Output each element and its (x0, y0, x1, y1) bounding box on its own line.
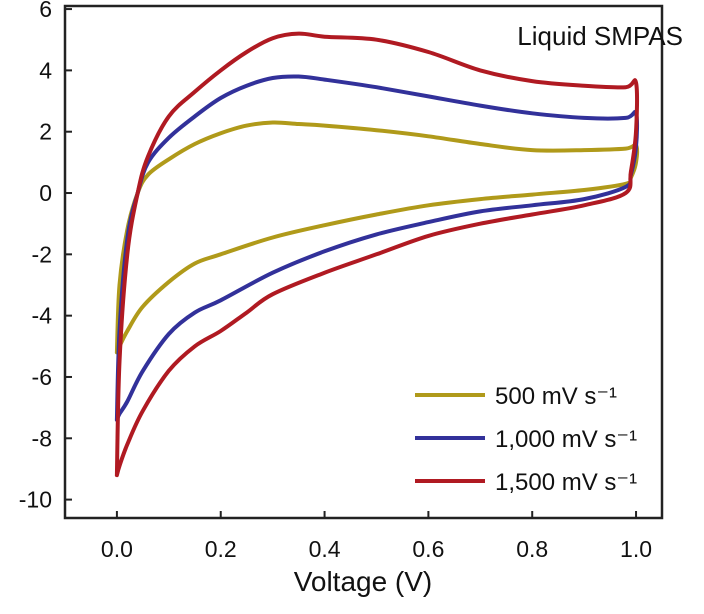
y-tick-label: 0 (39, 180, 52, 206)
y-tick-label: 2 (39, 119, 52, 145)
legend-label-1: 1,000 mV s⁻¹ (495, 426, 637, 453)
x-tick-label: 0.6 (412, 536, 444, 562)
x-axis-ticks: 0.0 0.2 0.4 0.6 0.8 1.0 (101, 511, 652, 562)
y-axis-ticks: 6 4 2 0 -2 -4 -6 -8 -10 (19, 0, 72, 513)
series-line-1 (114, 74, 640, 422)
y-tick-label: 6 (39, 0, 52, 22)
y-tick-label: -4 (32, 303, 53, 329)
y-tick-label: -6 (32, 364, 52, 390)
plot-frame (63, 4, 664, 520)
series-line-0 (114, 120, 640, 355)
series-lines (114, 31, 640, 478)
x-tick-label: 0.8 (516, 536, 548, 562)
y-tick-label: -8 (32, 425, 52, 451)
y-tick-label: -10 (19, 487, 52, 513)
x-tick-label: 0.0 (101, 536, 133, 562)
series-line-2 (114, 31, 640, 478)
legend: 500 mV s⁻¹ 1,000 mV s⁻¹ 1,500 mV s⁻¹ (415, 383, 637, 496)
inset-label: Liquid SMPAS (517, 21, 683, 51)
y-tick-label: -2 (32, 241, 52, 267)
legend-label-2: 1,500 mV s⁻¹ (495, 469, 637, 496)
x-tick-label: 0.2 (205, 536, 237, 562)
x-axis-label: Voltage (V) (294, 566, 433, 597)
y-tick-label: 4 (39, 57, 52, 83)
x-tick-label: 1.0 (620, 536, 652, 562)
legend-label-0: 500 mV s⁻¹ (495, 383, 617, 410)
x-tick-label: 0.4 (309, 536, 341, 562)
